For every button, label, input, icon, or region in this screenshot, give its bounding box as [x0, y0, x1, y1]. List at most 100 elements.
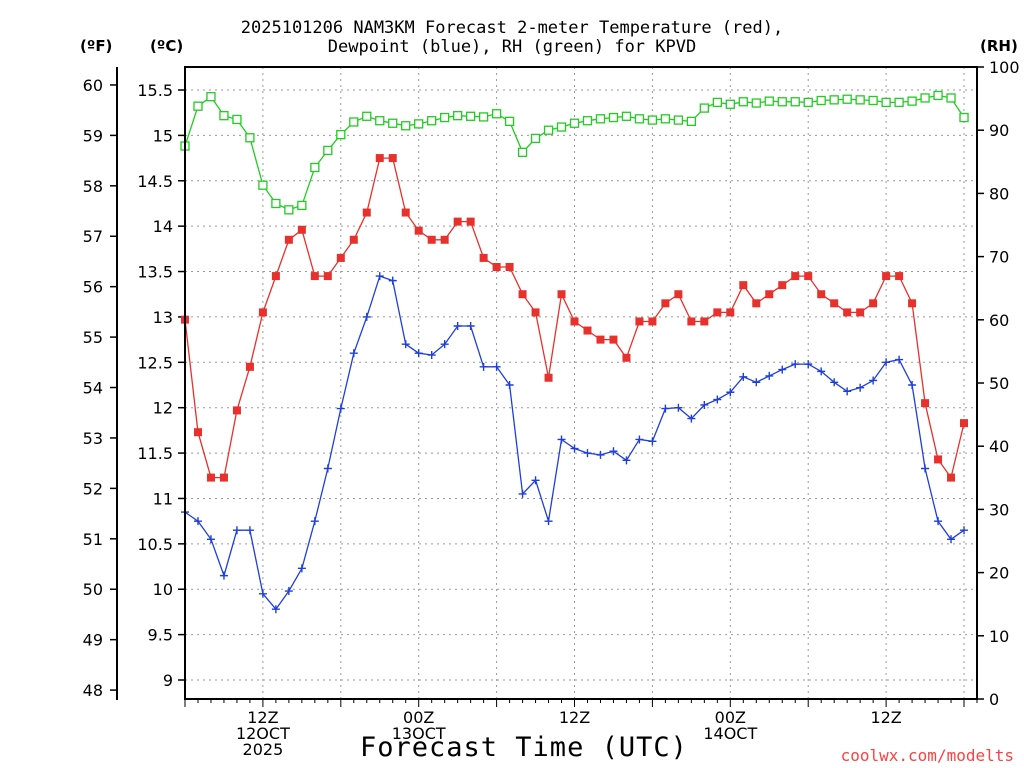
celsius-tick-label: 10 [153, 580, 173, 599]
x-tick-label: 00Z [715, 708, 746, 727]
dewpoint-point [947, 535, 956, 544]
celsius-tick-label: 9.5 [148, 626, 173, 645]
rh-point [764, 96, 774, 106]
temperature-point [882, 272, 891, 281]
rh-point [465, 111, 476, 121]
rh-point [569, 118, 580, 128]
grid-lines [185, 67, 977, 699]
dewpoint-point [544, 517, 553, 526]
rh-point [686, 116, 697, 127]
celsius-tick-label: 9 [163, 671, 173, 690]
dewpoint-point [960, 526, 969, 535]
rh-tick-label: 60 [989, 311, 1009, 330]
x-tick-label: 00Z [403, 708, 434, 727]
dewpoint-point [531, 476, 540, 485]
x-tick-label: 2025 [243, 740, 284, 759]
rh-point [907, 96, 917, 106]
temperature-point [401, 208, 410, 217]
dewpoint-point [895, 355, 904, 364]
rh-unit-label: (RH) [980, 37, 1018, 55]
dewpoint-point [908, 381, 917, 389]
rh-tick-label: 10 [989, 627, 1009, 646]
temperature-point [856, 308, 865, 317]
dewpoint-point [648, 437, 657, 446]
rh-point [271, 198, 281, 209]
temperature-point [739, 281, 748, 290]
plot-frame [184, 66, 978, 700]
rh-tick-label: 20 [989, 564, 1009, 583]
temperature-point [323, 272, 332, 281]
dewpoint-point [284, 587, 293, 596]
dewpoint-point [856, 383, 865, 392]
temperature-point [947, 473, 956, 482]
rh-point [959, 112, 969, 123]
dewpoint-series [181, 272, 969, 614]
dewpoint-point [388, 276, 397, 285]
dewpoint-point [570, 444, 579, 453]
dewpoint-point [609, 447, 618, 456]
temperature-point [869, 299, 878, 308]
dewpoint-point [414, 349, 423, 358]
celsius-unit-label: (ºC) [150, 37, 184, 55]
rh-point [673, 115, 684, 125]
temperature-point [232, 406, 241, 415]
fahrenheit-tick-label: 49 [83, 631, 103, 650]
rh-point [881, 97, 891, 108]
dewpoint-point [817, 367, 826, 376]
rh-point [621, 111, 632, 121]
temperature-point [388, 154, 397, 163]
temperature-point [726, 308, 735, 317]
temperature-point [427, 235, 436, 244]
dewpoint-point [466, 322, 475, 330]
fahrenheit-tick-label: 52 [83, 479, 103, 498]
temperature-point [635, 317, 644, 326]
fahrenheit-tick-label: 50 [83, 580, 103, 599]
rh-tick-label: 30 [989, 500, 1009, 519]
temperature-point [596, 335, 605, 344]
rh-point [504, 116, 515, 127]
dewpoint-point [791, 360, 800, 369]
fahrenheit-tick-label: 56 [83, 278, 103, 297]
temperature-point [518, 290, 527, 299]
temperature-point [245, 362, 254, 371]
rh-point [258, 180, 268, 190]
fahrenheit-tick-label: 51 [83, 530, 103, 549]
dewpoint-point [401, 340, 410, 349]
x-tick-label: 12Z [559, 708, 590, 727]
rh-point [855, 95, 865, 105]
temperature-point [570, 317, 579, 326]
dewpoint-point [232, 526, 241, 535]
fahrenheit-tick-label: 55 [83, 328, 103, 347]
dewpoint-point [245, 526, 254, 535]
rh-point [816, 95, 826, 106]
source-credit: coolwx.com/modelts [840, 746, 1014, 765]
rh-point [647, 115, 658, 125]
dewpoint-point [622, 456, 631, 465]
temperature-point [349, 235, 358, 244]
fahrenheit-tick-label: 53 [83, 429, 103, 448]
temperature-point [544, 373, 553, 382]
chart-title-line-1: 2025101206 NAM3KM Forecast 2-meter Tempe… [240, 18, 784, 38]
rh-tick-label: 70 [989, 248, 1009, 267]
temperature-point [934, 455, 943, 464]
temperature-point [271, 272, 280, 281]
temperature-point [843, 308, 852, 317]
fahrenheit-unit-label: (ºF) [80, 37, 113, 55]
rh-point [543, 125, 554, 135]
dewpoint-point [310, 517, 319, 526]
x-axis-title: Forecast Time (UTC) [360, 732, 688, 763]
fahrenheit-tick-label: 60 [83, 76, 103, 95]
temperature-point [583, 326, 592, 335]
rh-point [491, 109, 502, 119]
dewpoint-point [557, 435, 566, 444]
rh-point [530, 133, 541, 144]
temperature-point [661, 299, 670, 308]
fahrenheit-tick-label: 58 [83, 177, 103, 196]
temperature-point [310, 272, 319, 281]
rh-point [232, 114, 242, 125]
temperature-point [921, 399, 930, 408]
rh-point [453, 111, 463, 121]
temperature-point [830, 299, 839, 308]
dewpoint-point [271, 605, 280, 614]
